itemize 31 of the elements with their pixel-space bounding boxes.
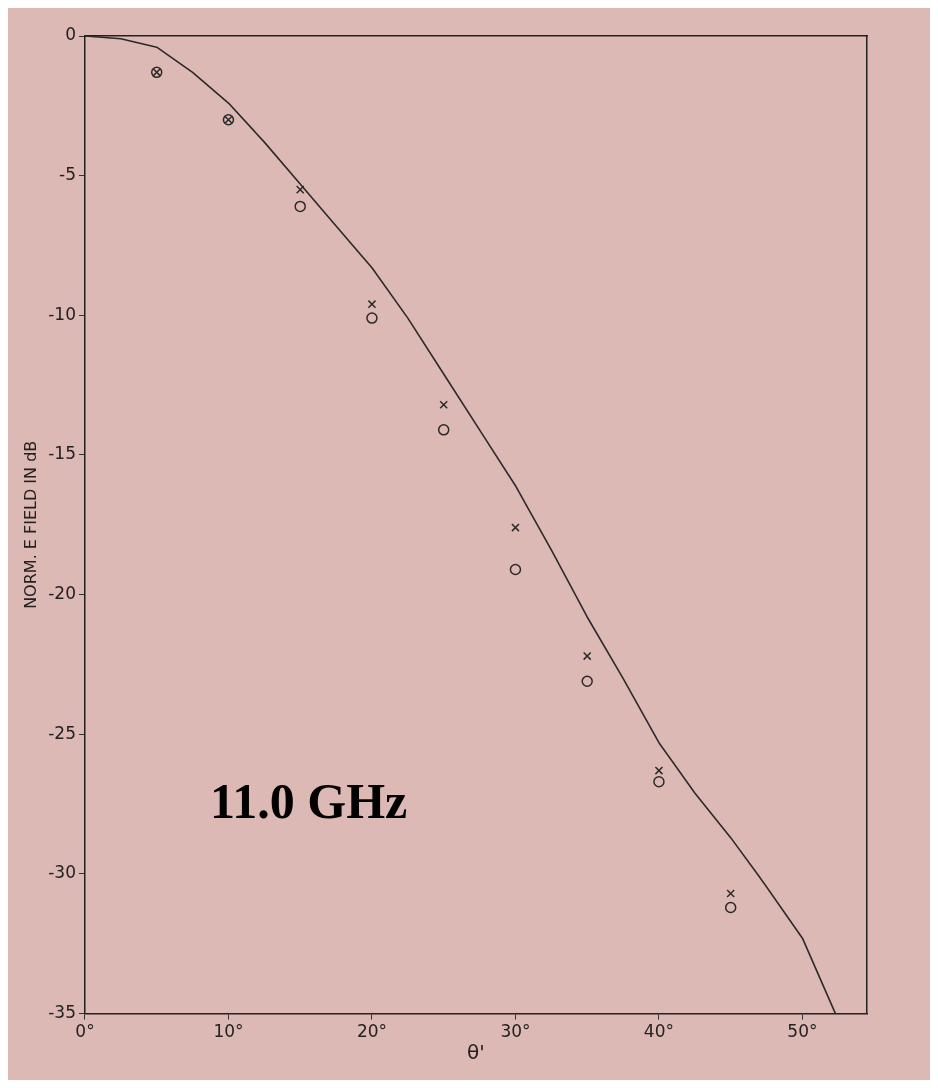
point (367, 299, 377, 309)
point (366, 312, 378, 324)
x-tick-label: 20° (356, 1021, 388, 1042)
point (509, 563, 522, 576)
x-tick-label: 0° (75, 1021, 95, 1042)
point (726, 889, 735, 898)
x-tick-label: 30° (500, 1021, 531, 1042)
point (511, 523, 520, 532)
point (439, 400, 448, 409)
y-tick-label: -30 (48, 862, 76, 883)
point (437, 424, 450, 436)
y-tick-label: -20 (48, 583, 76, 604)
y-tick-label: -10 (48, 303, 76, 324)
y-tick-label: -5 (59, 164, 76, 185)
x-tick-label: 10° (213, 1021, 244, 1042)
y-tick-label: -25 (48, 722, 76, 743)
y-axis-title: NORM. E FIELD IN dB (20, 440, 40, 609)
point (295, 185, 305, 194)
y-tick-label: -15 (48, 443, 76, 464)
annotation: 11.0 GHz (210, 773, 408, 830)
x-tick-label: 50° (787, 1021, 818, 1042)
point (581, 675, 593, 687)
y-tick-label: 0 (65, 24, 76, 45)
point (654, 766, 664, 775)
point (653, 776, 665, 788)
point (294, 200, 306, 213)
point (724, 901, 737, 914)
y-tick-label: -35 (48, 1002, 76, 1023)
x-tick-label: 40° (643, 1021, 675, 1042)
x-axis-title: θ' (467, 1040, 485, 1065)
point (582, 651, 592, 661)
